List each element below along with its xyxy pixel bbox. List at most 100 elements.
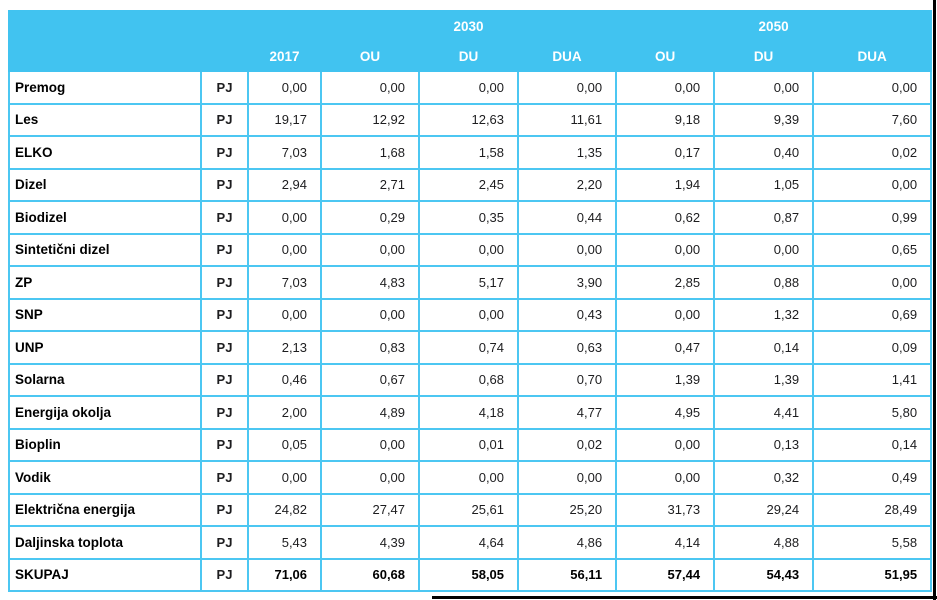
page-edge-bottom-line bbox=[432, 596, 937, 599]
value-cell: 0,87 bbox=[713, 200, 815, 235]
row-unit: PJ bbox=[200, 167, 249, 202]
value-cell: 60,68 bbox=[320, 557, 421, 592]
value-cell: 0,00 bbox=[418, 70, 520, 105]
value-cell: 0,13 bbox=[713, 427, 815, 462]
value-cell: 0,35 bbox=[418, 200, 520, 235]
value-cell: 0,14 bbox=[713, 330, 815, 365]
value-cell: 0,02 bbox=[812, 135, 933, 170]
row-unit: PJ bbox=[200, 232, 249, 267]
value-cell: 25,61 bbox=[418, 492, 520, 527]
value-cell: 0,00 bbox=[246, 232, 323, 267]
row-label: SNP bbox=[8, 297, 202, 332]
value-cell: 0,00 bbox=[812, 70, 933, 105]
row-label: Daljinska toplota bbox=[8, 525, 202, 560]
value-cell: 0,00 bbox=[246, 200, 323, 235]
value-cell: 0,49 bbox=[812, 460, 933, 495]
row-label: UNP bbox=[8, 330, 202, 365]
row-label: ZP bbox=[8, 265, 202, 300]
value-cell: 0,00 bbox=[246, 460, 323, 495]
table-body: Premog PJ 0,00 0,00 0,00 0,00 0,00 0,00 … bbox=[8, 70, 933, 592]
value-cell: 0,00 bbox=[517, 232, 618, 267]
row-label: Premog bbox=[8, 70, 202, 105]
value-cell: 0,32 bbox=[713, 460, 815, 495]
value-cell: 12,63 bbox=[418, 102, 520, 137]
value-cell: 0,00 bbox=[320, 70, 421, 105]
value-cell: 2,00 bbox=[246, 395, 323, 430]
value-cell: 0,05 bbox=[246, 427, 323, 462]
col-header-2017: 2017 bbox=[246, 40, 323, 72]
col-header-dua-2050: DUA bbox=[812, 40, 933, 72]
row-unit: PJ bbox=[200, 200, 249, 235]
row-unit: PJ bbox=[200, 265, 249, 300]
value-cell: 7,60 bbox=[812, 102, 933, 137]
row-unit: PJ bbox=[200, 557, 249, 592]
value-cell: 1,41 bbox=[812, 362, 933, 397]
value-cell: 4,39 bbox=[320, 525, 421, 560]
value-cell: 0,88 bbox=[713, 265, 815, 300]
value-cell: 0,47 bbox=[615, 330, 716, 365]
value-cell: 0,65 bbox=[812, 232, 933, 267]
row-label: Sintetični dizel bbox=[8, 232, 202, 267]
value-cell: 0,99 bbox=[812, 200, 933, 235]
value-cell: 0,43 bbox=[517, 297, 618, 332]
table-row: Daljinska toplota PJ 5,43 4,39 4,64 4,86… bbox=[8, 525, 933, 560]
value-cell: 28,49 bbox=[812, 492, 933, 527]
table-row: Biodizel PJ 0,00 0,29 0,35 0,44 0,62 0,8… bbox=[8, 200, 933, 235]
header-spacer bbox=[8, 40, 202, 72]
table-header: 2030 2050 2017 OU DU DUA OU DU DUA bbox=[7, 10, 933, 72]
table-row: Energija okolja PJ 2,00 4,89 4,18 4,77 4… bbox=[8, 395, 933, 430]
value-cell: 5,43 bbox=[246, 525, 323, 560]
energy-carriers-table: 2030 2050 2017 OU DU DUA OU DU DUA Premo… bbox=[7, 10, 933, 592]
value-cell: 71,06 bbox=[246, 557, 323, 592]
table-row: Dizel PJ 2,94 2,71 2,45 2,20 1,94 1,05 0… bbox=[8, 167, 933, 202]
value-cell: 0,00 bbox=[713, 232, 815, 267]
value-cell: 0,02 bbox=[517, 427, 618, 462]
value-cell: 1,68 bbox=[320, 135, 421, 170]
value-cell: 4,88 bbox=[713, 525, 815, 560]
value-cell: 29,24 bbox=[713, 492, 815, 527]
value-cell: 9,18 bbox=[615, 102, 716, 137]
row-label: ELKO bbox=[8, 135, 202, 170]
value-cell: 0,00 bbox=[320, 460, 421, 495]
col-header-ou-2050: OU bbox=[615, 40, 716, 72]
value-cell: 0,69 bbox=[812, 297, 933, 332]
value-cell: 12,92 bbox=[320, 102, 421, 137]
value-cell: 0,00 bbox=[615, 460, 716, 495]
row-label: Električna energija bbox=[8, 492, 202, 527]
value-cell: 2,45 bbox=[418, 167, 520, 202]
value-cell: 2,85 bbox=[615, 265, 716, 300]
row-label: SKUPAJ bbox=[8, 557, 202, 592]
value-cell: 5,58 bbox=[812, 525, 933, 560]
row-label: Solarna bbox=[8, 362, 202, 397]
value-cell: 56,11 bbox=[517, 557, 618, 592]
value-cell: 51,95 bbox=[812, 557, 933, 592]
value-cell: 0,00 bbox=[713, 70, 815, 105]
table-row: Bioplin PJ 0,05 0,00 0,01 0,02 0,00 0,13… bbox=[8, 427, 933, 462]
value-cell: 4,64 bbox=[418, 525, 520, 560]
row-unit: PJ bbox=[200, 297, 249, 332]
value-cell: 0,14 bbox=[812, 427, 933, 462]
row-unit: PJ bbox=[200, 492, 249, 527]
value-cell: 19,17 bbox=[246, 102, 323, 137]
value-cell: 1,35 bbox=[517, 135, 618, 170]
value-cell: 11,61 bbox=[517, 102, 618, 137]
value-cell: 0,00 bbox=[418, 297, 520, 332]
table-row: SNP PJ 0,00 0,00 0,00 0,43 0,00 1,32 0,6… bbox=[8, 297, 933, 332]
table-row: Premog PJ 0,00 0,00 0,00 0,00 0,00 0,00 … bbox=[8, 70, 933, 105]
value-cell: 4,77 bbox=[517, 395, 618, 430]
value-cell: 0,46 bbox=[246, 362, 323, 397]
value-cell: 2,13 bbox=[246, 330, 323, 365]
table-row: Električna energija PJ 24,82 27,47 25,61… bbox=[8, 492, 933, 527]
value-cell: 9,39 bbox=[713, 102, 815, 137]
value-cell: 4,89 bbox=[320, 395, 421, 430]
value-cell: 0,00 bbox=[320, 427, 421, 462]
row-unit: PJ bbox=[200, 330, 249, 365]
value-cell: 5,17 bbox=[418, 265, 520, 300]
value-cell: 0,00 bbox=[517, 460, 618, 495]
row-label: Les bbox=[8, 102, 202, 137]
year-group-2050: 2050 bbox=[615, 10, 933, 42]
value-cell: 0,00 bbox=[517, 70, 618, 105]
row-unit: PJ bbox=[200, 102, 249, 137]
value-cell: 0,00 bbox=[615, 232, 716, 267]
